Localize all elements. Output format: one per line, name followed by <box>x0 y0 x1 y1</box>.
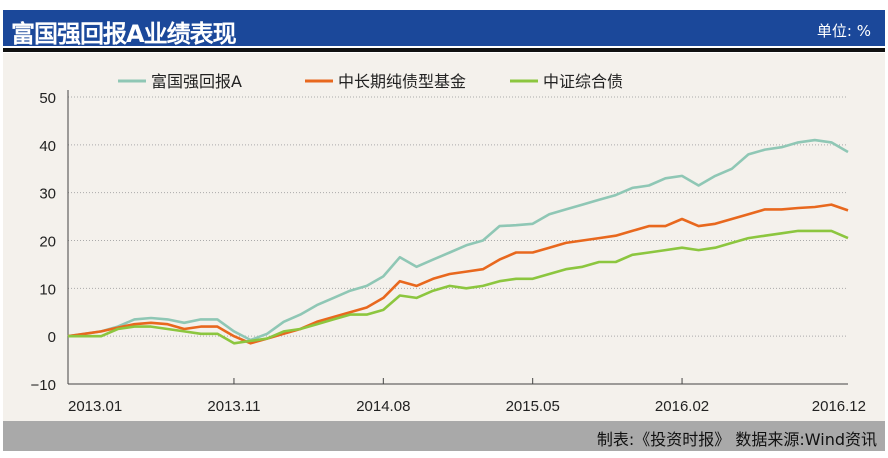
y-tick-label: 30 <box>39 186 56 203</box>
x-tick-label: 2014.08 <box>356 398 410 415</box>
series-line-2 <box>67 203 849 345</box>
divider <box>3 48 885 52</box>
x-tick-label: 2013.01 <box>68 398 122 415</box>
y-tick-label: 50 <box>39 90 56 107</box>
x-tick-label: 2016.02 <box>655 398 709 415</box>
x-tick-label: 2015.05 <box>506 398 560 415</box>
y-tick-label: 0 <box>48 329 56 346</box>
source-note: 制表:《投资时报》 数据来源:Wind资讯 <box>596 430 877 449</box>
x-tick-label: 2013.11 <box>207 398 260 415</box>
title-bar: 富国强回报A业绩表现 单位: % <box>3 10 885 48</box>
series-line-3 <box>68 229 849 345</box>
plot-background <box>3 53 885 421</box>
series-line-1 <box>67 138 849 342</box>
y-tick-label: −10 <box>31 377 56 394</box>
legend-label: 富国强回报A <box>151 72 242 91</box>
y-tick-label: 40 <box>39 138 56 155</box>
legend-label: 中证综合债 <box>543 72 623 91</box>
chart-title: 富国强回报A业绩表现 <box>11 20 237 48</box>
x-tick-label: 2016.12 <box>812 398 866 415</box>
footer: 制表:《投资时报》 数据来源:Wind资讯 <box>3 421 885 451</box>
legend-label: 中长期纯债型基金 <box>338 72 466 91</box>
unit-label: 单位: % <box>816 22 871 40</box>
y-tick-label: 10 <box>39 281 56 298</box>
y-tick-label: 20 <box>39 234 56 251</box>
